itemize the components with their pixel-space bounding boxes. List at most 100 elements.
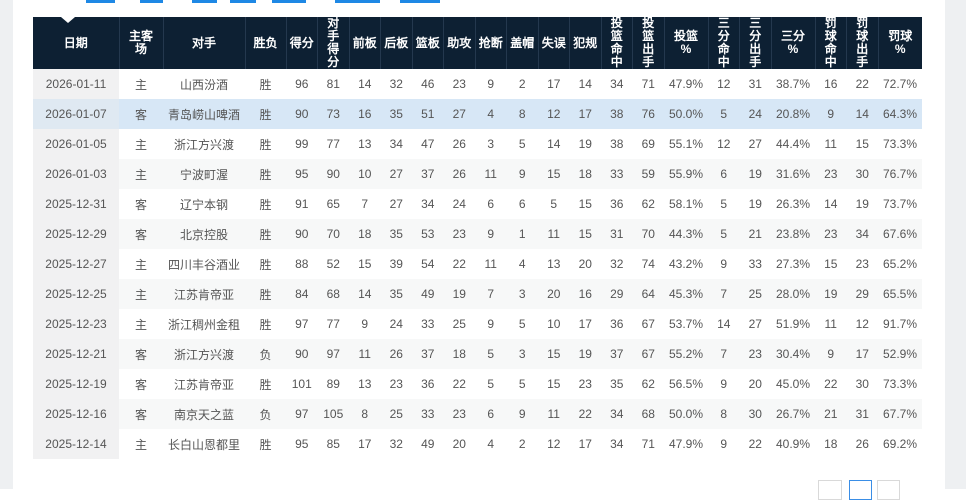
cell-ftm[interactable]: 21 (815, 399, 847, 429)
cell-tpm[interactable]: 12 (708, 69, 740, 99)
cell-opp-points[interactable]: 97 (317, 339, 349, 369)
cell-blk[interactable]: 8 (506, 99, 538, 129)
cell-tpm[interactable]: 14 (708, 309, 740, 339)
cell-pf[interactable]: 19 (569, 339, 601, 369)
col-header-fga[interactable]: 投 篮 出 手 (632, 17, 665, 69)
cell-opp-points[interactable]: 85 (317, 429, 349, 459)
cell-stl[interactable]: 4 (475, 99, 507, 129)
cell-fga[interactable]: 76 (632, 99, 664, 129)
cell-fta[interactable]: 15 (846, 129, 878, 159)
cell-opp-points[interactable]: 90 (317, 159, 349, 189)
top-button-fragment[interactable] (335, 0, 380, 3)
cell-fgm[interactable]: 36 (601, 189, 633, 219)
cell-ft-pct[interactable]: 65.5% (878, 279, 922, 309)
cell-ast[interactable]: 22 (443, 249, 475, 279)
cell-ast[interactable]: 25 (443, 309, 475, 339)
top-button-fragment[interactable] (192, 0, 217, 3)
cell-tov[interactable]: 15 (538, 369, 570, 399)
cell-points[interactable]: 99 (286, 129, 318, 159)
cell-reb[interactable]: 33 (412, 309, 444, 339)
cell-tp-pct[interactable]: 26.3% (771, 189, 815, 219)
cell-blk[interactable]: 5 (506, 309, 538, 339)
cell-venue[interactable]: 客 (119, 189, 163, 219)
cell-blk[interactable]: 3 (506, 339, 538, 369)
cell-opp-points[interactable]: 68 (317, 279, 349, 309)
cell-stl[interactable]: 9 (475, 219, 507, 249)
cell-venue[interactable]: 主 (119, 129, 163, 159)
cell-fgm[interactable]: 38 (601, 129, 633, 159)
cell-fgm[interactable]: 32 (601, 249, 633, 279)
cell-fg-pct[interactable]: 43.2% (664, 249, 708, 279)
cell-tpm[interactable]: 6 (708, 159, 740, 189)
col-header-tp-pct[interactable]: 三分 % (771, 17, 816, 69)
col-header-stl[interactable]: 抢断 (475, 17, 507, 69)
cell-fga[interactable]: 69 (632, 129, 664, 159)
cell-oreb[interactable]: 11 (349, 339, 381, 369)
table-row[interactable]: 2025-12-31 客辽宁本钢胜 91 65 7 27 34 24 6 6 5 15 36 62 58.1… (33, 189, 922, 219)
cell-date[interactable]: 2025-12-25 (33, 279, 119, 309)
cell-pf[interactable]: 15 (569, 189, 601, 219)
cell-reb[interactable]: 54 (412, 249, 444, 279)
cell-pf[interactable]: 20 (569, 249, 601, 279)
cell-ft-pct[interactable]: 73.7% (878, 189, 922, 219)
cell-date[interactable]: 2025-12-31 (33, 189, 119, 219)
cell-blk[interactable]: 3 (506, 279, 538, 309)
cell-ft-pct[interactable]: 65.2% (878, 249, 922, 279)
cell-opponent[interactable]: 浙江稠州金租 (163, 309, 245, 339)
cell-tpm[interactable]: 9 (708, 429, 740, 459)
cell-result[interactable]: 胜 (245, 369, 286, 399)
cell-blk[interactable]: 2 (506, 429, 538, 459)
cell-tpm[interactable]: 5 (708, 219, 740, 249)
cell-ft-pct[interactable]: 72.7% (878, 69, 922, 99)
cell-dreb[interactable]: 35 (380, 279, 412, 309)
cell-points[interactable]: 90 (286, 99, 318, 129)
cell-blk[interactable]: 9 (506, 159, 538, 189)
col-header-opponent[interactable]: 对手 (163, 17, 246, 69)
cell-tpm[interactable]: 5 (708, 99, 740, 129)
cell-fga[interactable]: 62 (632, 189, 664, 219)
cell-fgm[interactable]: 33 (601, 159, 633, 189)
cell-reb[interactable]: 37 (412, 159, 444, 189)
cell-tpa[interactable]: 19 (739, 159, 771, 189)
cell-oreb[interactable]: 7 (349, 189, 381, 219)
cell-fga[interactable]: 62 (632, 369, 664, 399)
cell-opponent[interactable]: 宁波町渥 (163, 159, 245, 189)
cell-tov[interactable]: 5 (538, 189, 570, 219)
cell-fga[interactable]: 59 (632, 159, 664, 189)
table-row[interactable]: 2026-01-03 主宁波町渥胜 95 90 10 27 37 26 11 9 15 18 33 59 5… (33, 159, 922, 189)
cell-fta[interactable]: 30 (846, 159, 878, 189)
cell-blk[interactable]: 5 (506, 369, 538, 399)
cell-dreb[interactable]: 23 (380, 369, 412, 399)
cell-venue[interactable]: 客 (119, 369, 163, 399)
cell-fga[interactable]: 71 (632, 429, 664, 459)
cell-tp-pct[interactable]: 38.7% (771, 69, 815, 99)
cell-fg-pct[interactable]: 55.1% (664, 129, 708, 159)
cell-ftm[interactable]: 16 (815, 69, 847, 99)
cell-ft-pct[interactable]: 73.3% (878, 129, 922, 159)
cell-venue[interactable]: 主 (119, 309, 163, 339)
cell-tp-pct[interactable]: 28.0% (771, 279, 815, 309)
cell-dreb[interactable]: 35 (380, 99, 412, 129)
cell-result[interactable]: 胜 (245, 189, 286, 219)
cell-fga[interactable]: 68 (632, 399, 664, 429)
cell-ftm[interactable]: 11 (815, 129, 847, 159)
cell-tp-pct[interactable]: 20.8% (771, 99, 815, 129)
cell-dreb[interactable]: 39 (380, 249, 412, 279)
cell-venue[interactable]: 主 (119, 429, 163, 459)
cell-result[interactable]: 负 (245, 339, 286, 369)
pagination-button[interactable] (877, 480, 900, 500)
cell-pf[interactable]: 19 (569, 129, 601, 159)
cell-opponent[interactable]: 青岛崂山啤酒 (163, 99, 245, 129)
cell-pf[interactable]: 18 (569, 159, 601, 189)
cell-ftm[interactable]: 18 (815, 429, 847, 459)
cell-dreb[interactable]: 26 (380, 339, 412, 369)
col-header-ftm[interactable]: 罚 球 命 中 (815, 17, 847, 69)
cell-pf[interactable]: 15 (569, 219, 601, 249)
cell-date[interactable]: 2026-01-03 (33, 159, 119, 189)
cell-fg-pct[interactable]: 45.3% (664, 279, 708, 309)
cell-opponent[interactable]: 辽宁本钢 (163, 189, 245, 219)
col-header-date[interactable]: 日期 (33, 17, 120, 69)
cell-stl[interactable]: 3 (475, 129, 507, 159)
cell-date[interactable]: 2026-01-05 (33, 129, 119, 159)
cell-date[interactable]: 2025-12-27 (33, 249, 119, 279)
